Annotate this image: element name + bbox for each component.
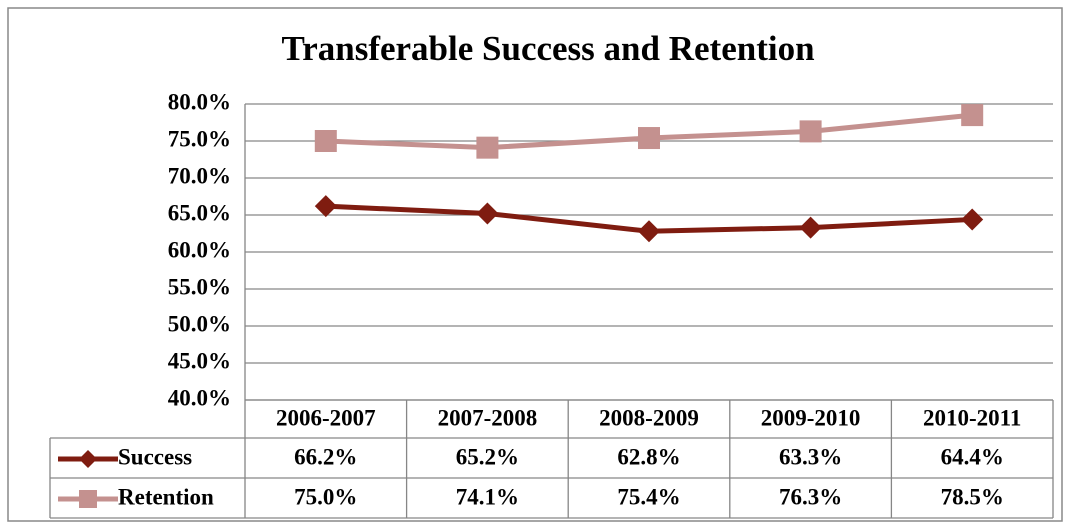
data-label: 65.2% [456, 444, 519, 469]
data-label: 75.0% [294, 484, 357, 509]
x-tick-label: 2006-2007 [276, 405, 376, 430]
marker [961, 208, 984, 231]
marker [314, 195, 337, 218]
data-label: 78.5% [941, 484, 1004, 509]
x-tick-label: 2009-2010 [761, 405, 861, 430]
marker [476, 136, 499, 159]
marker [638, 127, 660, 150]
marker [79, 490, 97, 508]
data-label: 62.8% [617, 444, 680, 469]
marker [799, 216, 822, 239]
marker [799, 120, 822, 143]
y-tick-label: 40.0% [168, 385, 231, 410]
y-tick-label: 55.0% [168, 274, 231, 299]
data-label: 75.4% [617, 484, 680, 509]
data-label: 76.3% [779, 484, 842, 509]
marker [476, 202, 499, 225]
chart-frame [7, 7, 1063, 522]
legend-label: Success [118, 444, 192, 469]
data-label: 74.1% [456, 484, 519, 509]
y-tick-label: 70.0% [168, 163, 231, 188]
chart-title: Transferable Success and Retention [281, 29, 814, 68]
y-tick-label: 75.0% [168, 126, 231, 151]
x-tick-label: 2008-2009 [599, 405, 699, 430]
marker [79, 450, 97, 468]
y-tick-label: 45.0% [168, 348, 231, 373]
legend-label: Retention [118, 484, 214, 509]
data-label: 64.4% [941, 444, 1004, 469]
y-tick-label: 80.0% [168, 89, 231, 114]
data-label: 63.3% [779, 444, 842, 469]
y-tick-label: 60.0% [168, 237, 231, 262]
marker [638, 220, 660, 243]
marker [961, 104, 984, 127]
marker [314, 130, 337, 152]
x-tick-label: 2010-2011 [923, 405, 1021, 430]
y-tick-label: 65.0% [168, 200, 231, 225]
data-label: 66.2% [294, 444, 357, 469]
y-tick-label: 50.0% [168, 311, 231, 336]
x-tick-label: 2007-2008 [438, 405, 538, 430]
